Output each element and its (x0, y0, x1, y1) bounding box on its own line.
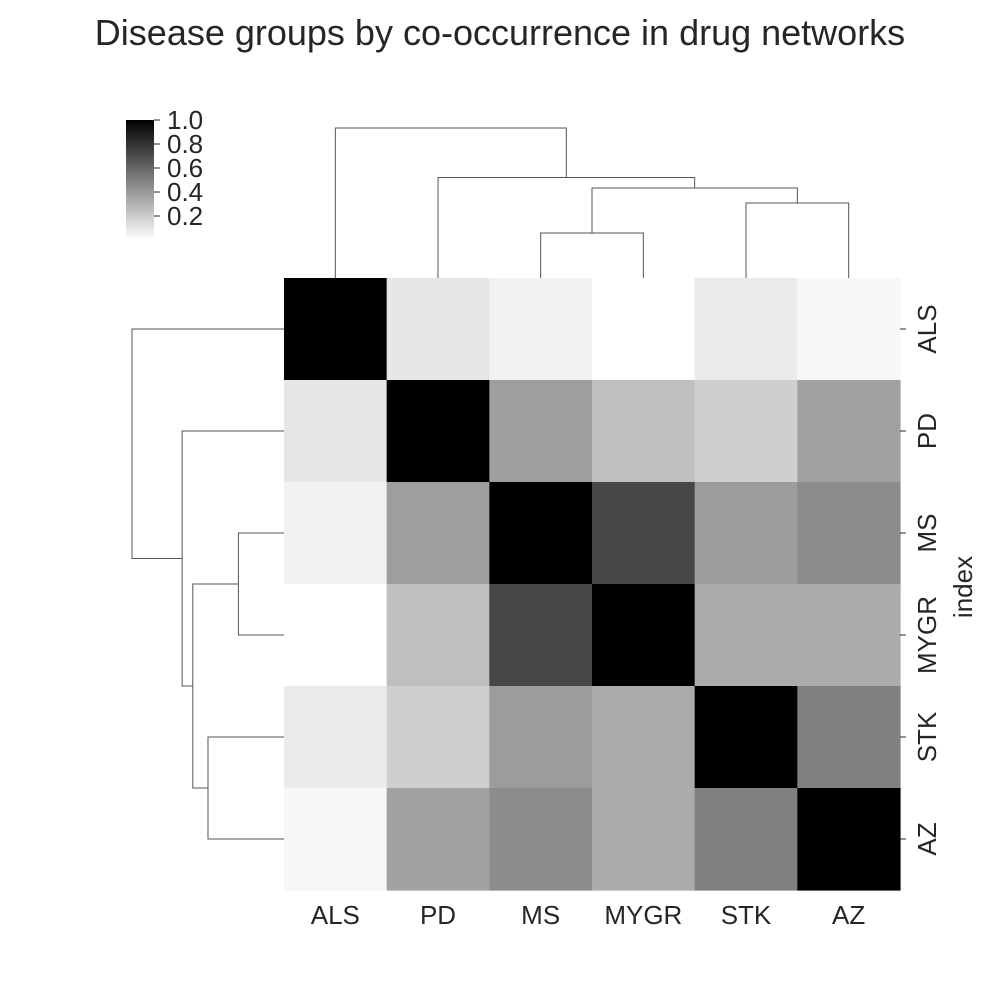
heatmap-cell-als-stk (694, 278, 798, 381)
heatmap-cell-stk-mygr (592, 686, 696, 789)
heatmap-cell-pd-mygr (592, 380, 696, 483)
row-label-mygr: MYGR (912, 596, 942, 674)
colorbar-tick-label: 0.4 (167, 177, 203, 207)
heatmap-cell-az-pd (386, 788, 490, 891)
chart-title: Disease groups by co-occurrence in drug … (94, 12, 906, 53)
heatmap-cells (284, 278, 901, 891)
column-dendrogram-link (437, 177, 696, 278)
colorbar-tick-label: 0.8 (167, 129, 203, 159)
row-labels: ALS PD MS MYGR STK AZ (900, 304, 942, 856)
heatmap-cell-az-ms (489, 788, 593, 891)
heatmap-cell-az-mygr (592, 788, 696, 891)
heatmap-cell-ms-ms (489, 482, 593, 585)
column-label-ms: MS (521, 900, 560, 930)
heatmap-cell-stk-az (797, 686, 901, 789)
colorbar-ticks: 1.00.80.60.40.2 (154, 105, 203, 231)
column-dendrogram (334, 127, 850, 278)
row-label-az: AZ (912, 822, 942, 855)
heatmap-cell-mygr-als (284, 584, 388, 687)
colorbar-tick-label: 1.0 (167, 105, 203, 135)
heatmap-cell-ms-az (797, 482, 901, 585)
heatmap-cell-als-als (284, 278, 388, 381)
heatmap-cell-stk-pd (386, 686, 490, 789)
column-dendrogram-link (745, 202, 850, 278)
heatmap-cell-als-az (797, 278, 901, 381)
colorbar: 1.00.80.60.40.2 (126, 105, 203, 240)
colorbar-tick-label: 0.6 (167, 153, 203, 183)
heatmap-cell-ms-stk (694, 482, 798, 585)
row-label-ms: MS (912, 514, 942, 553)
column-label-mygr: MYGR (604, 900, 682, 930)
heatmap-cell-mygr-stk (694, 584, 798, 687)
row-label-stk: STK (912, 711, 942, 762)
row-dendrogram-link (181, 430, 284, 687)
heatmap-cell-pd-stk (694, 380, 798, 483)
row-dendrogram-link (192, 583, 239, 789)
heatmap-cell-mygr-pd (386, 584, 490, 687)
colorbar-tick-label: 0.2 (167, 201, 203, 231)
heatmap-cell-mygr-az (797, 584, 901, 687)
heatmap-cell-pd-az (797, 380, 901, 483)
heatmap-cell-ms-mygr (592, 482, 696, 585)
column-label-pd: PD (420, 900, 456, 930)
heatmap-cell-az-az (797, 788, 901, 891)
heatmap-cell-az-als (284, 788, 388, 891)
heatmap-cell-stk-ms (489, 686, 593, 789)
column-label-az: AZ (832, 900, 865, 930)
heatmap-cell-ms-als (284, 482, 388, 585)
column-dendrogram-link (540, 232, 644, 278)
heatmap-cell-stk-stk (694, 686, 798, 789)
heatmap-cell-mygr-ms (489, 584, 593, 687)
heatmap-cell-pd-ms (489, 380, 593, 483)
column-labels: ALS PD MS MYGR STK AZ (311, 900, 866, 930)
row-label-als: ALS (912, 304, 942, 353)
row-dendrogram (131, 328, 284, 840)
heatmap-cell-als-mygr (592, 278, 696, 381)
heatmap-cell-mygr-mygr (592, 584, 696, 687)
column-label-stk: STK (721, 900, 772, 930)
row-dendrogram-link (131, 328, 284, 559)
heatmap-cell-pd-pd (386, 380, 490, 483)
y-axis-label: index (948, 556, 978, 618)
heatmap-cell-pd-als (284, 380, 388, 483)
row-dendrogram-link (237, 532, 284, 636)
colorbar-gradient (126, 120, 154, 240)
heatmap-cell-az-stk (694, 788, 798, 891)
row-label-pd: PD (912, 413, 942, 449)
heatmap-cell-als-pd (386, 278, 490, 381)
heatmap-cell-als-ms (489, 278, 593, 381)
heatmap-cell-ms-pd (386, 482, 490, 585)
heatmap-cell-stk-als (284, 686, 388, 789)
column-dendrogram-link (334, 127, 567, 278)
column-label-als: ALS (311, 900, 360, 930)
row-dendrogram-link (207, 736, 284, 840)
column-dendrogram-link (591, 187, 798, 233)
